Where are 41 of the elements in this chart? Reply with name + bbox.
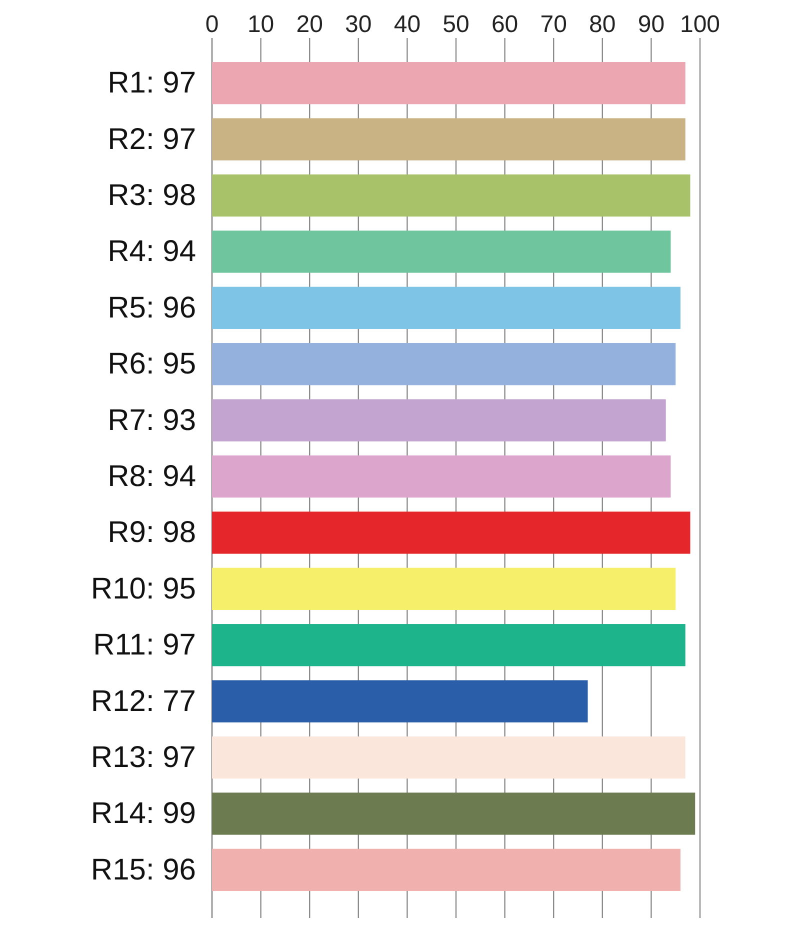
bar bbox=[212, 792, 696, 835]
x-tick-label: 40 bbox=[394, 11, 421, 38]
bar bbox=[212, 62, 686, 104]
x-tick-label: 20 bbox=[296, 11, 323, 38]
bar bbox=[212, 512, 690, 554]
y-tick-label: R8: 94 bbox=[108, 460, 196, 493]
y-tick-label: R6: 95 bbox=[108, 348, 196, 381]
bar bbox=[212, 848, 680, 891]
y-tick-label: R9: 98 bbox=[108, 516, 196, 550]
x-tick-label: 90 bbox=[638, 11, 665, 38]
bar bbox=[212, 286, 680, 329]
bar bbox=[212, 736, 686, 779]
x-tick-label: 80 bbox=[589, 11, 616, 38]
y-tick-label: R10: 95 bbox=[90, 572, 196, 606]
y-tick-label: R12: 77 bbox=[90, 684, 196, 718]
bar bbox=[212, 118, 686, 160]
y-tick-label: R3: 98 bbox=[108, 179, 196, 212]
y-tick-label: R2: 97 bbox=[108, 122, 196, 156]
y-tick-label: R5: 96 bbox=[108, 291, 196, 324]
x-tick-label: 10 bbox=[247, 11, 274, 38]
bar bbox=[212, 343, 676, 386]
bar bbox=[212, 680, 588, 722]
bar bbox=[212, 174, 690, 217]
bar bbox=[212, 230, 671, 273]
y-tick-label: R13: 97 bbox=[90, 741, 196, 774]
y-tick-label: R7: 93 bbox=[108, 404, 196, 437]
x-tick-label: 30 bbox=[345, 11, 372, 38]
x-tick-label: 60 bbox=[491, 11, 518, 38]
y-tick-label: R1: 97 bbox=[108, 66, 196, 100]
x-tick-label: 70 bbox=[540, 11, 567, 38]
bar bbox=[212, 568, 676, 610]
y-tick-label: R15: 96 bbox=[90, 853, 196, 886]
y-tick-label: R11: 97 bbox=[93, 628, 196, 662]
bar bbox=[212, 624, 686, 666]
bar bbox=[212, 399, 666, 442]
x-tick-label: 0 bbox=[205, 11, 219, 38]
y-tick-label: R14: 99 bbox=[90, 797, 196, 830]
x-tick-label: 50 bbox=[442, 11, 470, 38]
x-tick-label: 100 bbox=[680, 11, 720, 38]
y-tick-label: R4: 94 bbox=[108, 235, 196, 268]
bar bbox=[212, 455, 671, 498]
